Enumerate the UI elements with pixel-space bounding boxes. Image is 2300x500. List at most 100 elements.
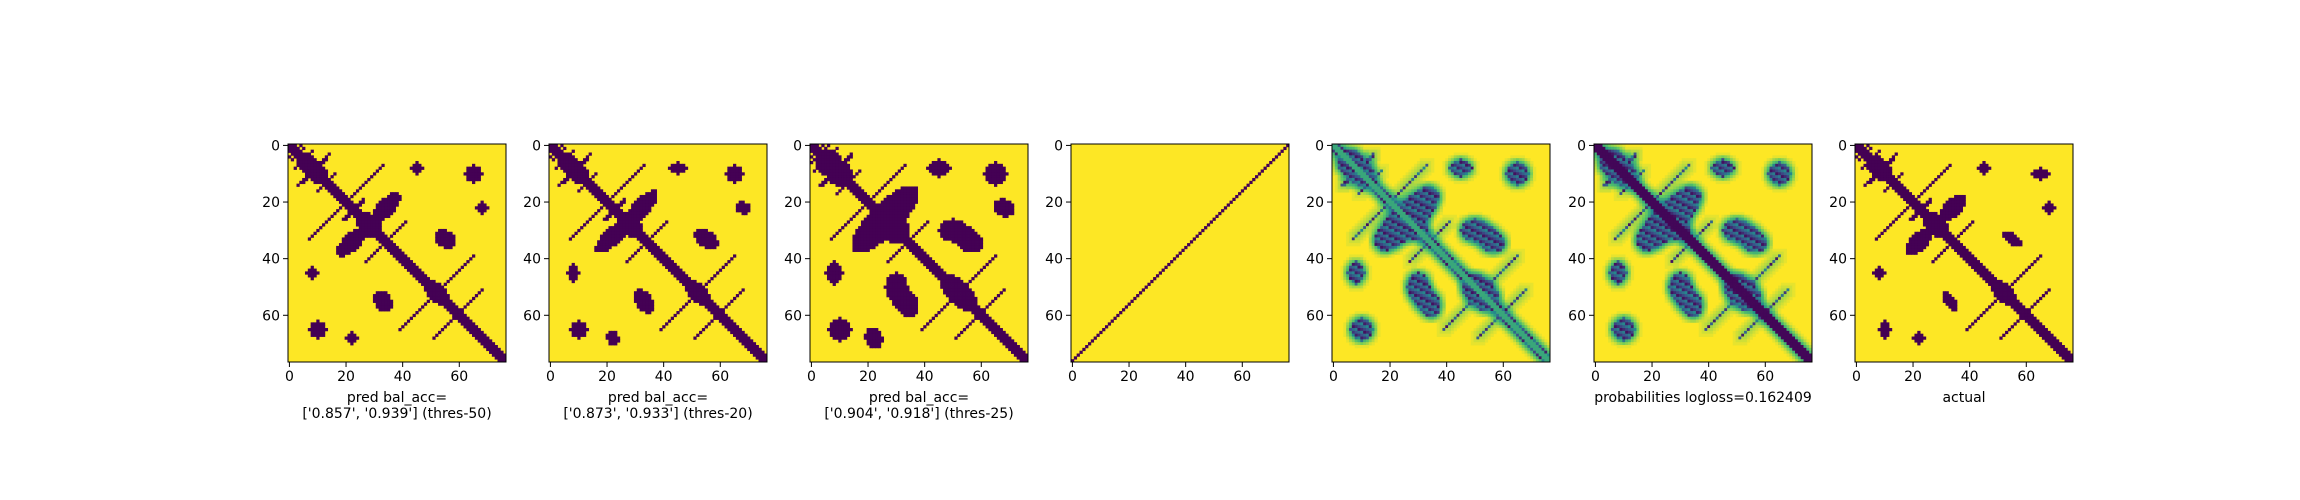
heatmap-cell <box>903 277 907 281</box>
heatmap-cell <box>616 240 621 244</box>
heatmap-cell <box>889 240 893 244</box>
heatmap-cell <box>883 183 887 187</box>
heatmap-cell <box>1439 231 1443 235</box>
heatmap-cell <box>446 237 450 241</box>
heatmap-cell <box>1380 217 1384 221</box>
heatmap-cell <box>988 316 992 320</box>
heatmap-cell <box>1465 169 1469 173</box>
heatmap-cell <box>1513 163 1517 168</box>
heatmap-cell <box>457 319 462 323</box>
heatmap-cell <box>387 197 391 202</box>
heatmap-cell <box>1382 214 1387 219</box>
heatmap-cell <box>449 302 453 306</box>
heatmap-cell <box>1340 158 1344 162</box>
heatmap-cell <box>392 254 396 258</box>
heatmap-cell <box>1397 243 1401 247</box>
heatmap-cell <box>474 175 479 179</box>
heatmap-cell <box>1428 211 1432 216</box>
heatmap-cell <box>568 237 573 241</box>
heatmap-cell <box>648 194 652 199</box>
heatmap-cell <box>903 163 907 168</box>
heatmap-cell <box>449 308 453 312</box>
heatmap-cell <box>1402 183 1407 187</box>
heatmap-cell <box>852 234 856 238</box>
heatmap-cell <box>979 237 984 241</box>
heatmap-cell <box>991 328 995 332</box>
heatmap-cell <box>1436 260 1440 264</box>
heatmap-cell <box>648 240 652 244</box>
heatmap-cell <box>889 203 893 207</box>
heatmap-cell <box>1348 260 1353 264</box>
heatmap-cell <box>563 169 567 173</box>
heatmap-cell <box>1414 175 1418 179</box>
heatmap-cell <box>432 288 436 292</box>
heatmap-cell <box>406 319 411 323</box>
heatmap-cell <box>1487 243 1491 247</box>
heatmap-cell <box>1411 211 1415 216</box>
heatmap-cell <box>909 240 913 244</box>
heatmap-cell <box>571 333 575 337</box>
heatmap-cell <box>412 169 416 173</box>
heatmap-cell <box>1431 223 1435 227</box>
y-tick-label: 20 <box>262 195 280 211</box>
heatmap-cell <box>704 282 708 286</box>
heatmap-cell <box>906 189 910 193</box>
heatmap-cell <box>412 268 416 272</box>
heatmap-cell <box>1405 192 1409 196</box>
heatmap-cell <box>1530 169 1534 173</box>
heatmap-cell <box>951 288 955 292</box>
heatmap-cell <box>892 228 896 233</box>
heatmap-cell <box>810 144 814 148</box>
heatmap-cell <box>1374 158 1378 162</box>
heatmap-cell <box>1433 203 1438 207</box>
heatmap-cell <box>940 172 944 176</box>
heatmap-cell <box>597 197 601 202</box>
heatmap-cell <box>841 163 845 168</box>
heatmap-cell <box>1493 243 1497 247</box>
heatmap-cell <box>452 311 456 315</box>
heatmap-cell <box>353 237 357 241</box>
heatmap-cell <box>1399 200 1404 204</box>
heatmap-cell <box>389 197 394 202</box>
heatmap-cell <box>302 180 306 185</box>
heatmap-cell <box>1422 169 1426 173</box>
heatmap-cell <box>872 333 876 337</box>
heatmap-cell <box>1516 251 1520 255</box>
heatmap-cell <box>911 311 916 315</box>
heatmap-cell <box>1397 180 1401 185</box>
heatmap-cell <box>892 234 896 238</box>
heatmap-cell <box>1005 200 1009 204</box>
heatmap-cell <box>605 203 609 207</box>
heatmap-cell <box>387 200 391 204</box>
heatmap-cell <box>1501 172 1506 176</box>
heatmap-cell <box>616 214 621 219</box>
heatmap-cell <box>1473 217 1477 221</box>
heatmap-cell <box>1382 243 1387 247</box>
heatmap-cell <box>1414 257 1418 261</box>
heatmap-cell <box>940 268 944 272</box>
heatmap-cell <box>889 282 893 286</box>
heatmap-cell <box>897 305 901 309</box>
heatmap-cell <box>985 322 989 326</box>
heatmap-cell <box>1371 172 1375 176</box>
heatmap-cell <box>557 152 561 156</box>
heatmap-cell <box>1436 209 1440 213</box>
heatmap-cell <box>863 194 868 199</box>
heatmap-cell <box>883 206 887 210</box>
heatmap-cell <box>928 268 933 272</box>
heatmap-cell <box>829 325 834 329</box>
heatmap-cell <box>877 211 882 216</box>
heatmap-cell <box>1422 257 1426 261</box>
heatmap-cell <box>648 299 652 303</box>
heatmap-cell <box>1354 243 1358 247</box>
heatmap-cell <box>897 240 901 244</box>
heatmap-cell <box>1518 175 1523 179</box>
heatmap-cell <box>948 296 952 301</box>
heatmap-cell <box>917 245 921 250</box>
heatmap-cell <box>960 279 964 284</box>
heatmap-cell <box>642 294 646 298</box>
heatmap-cell <box>1484 251 1489 255</box>
heatmap-cell <box>1397 223 1401 227</box>
heatmap-cell <box>911 243 916 247</box>
heatmap-cell <box>954 282 958 286</box>
